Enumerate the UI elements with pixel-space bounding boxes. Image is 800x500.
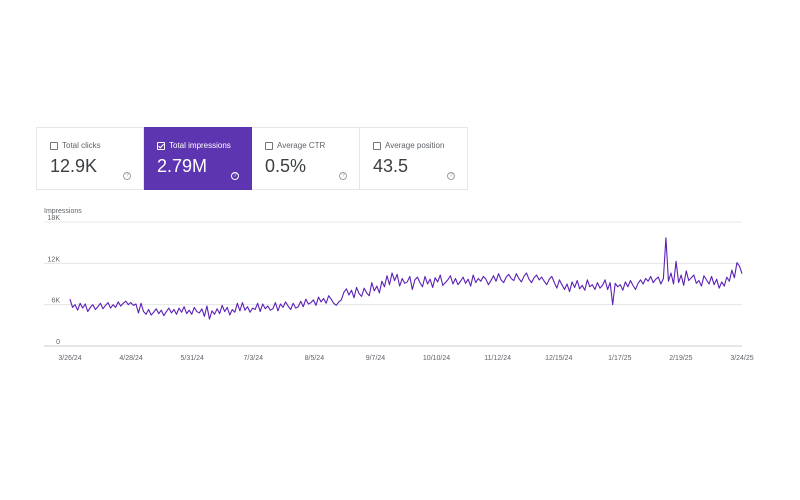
- metric-card-average-ctr[interactable]: Average CTR 0.5% ?: [252, 127, 360, 190]
- metric-cards: Total clicks 12.9K ? Total impressions 2…: [36, 127, 468, 190]
- checkbox-icon[interactable]: [265, 142, 273, 150]
- metric-label: Average CTR: [277, 141, 326, 150]
- metric-label: Average position: [385, 141, 445, 150]
- metric-label: Total impressions: [169, 141, 231, 150]
- y-tick-label: 18K: [48, 215, 61, 222]
- x-tick-label: 2/19/25: [669, 355, 692, 362]
- metric-card-total-impressions[interactable]: Total impressions 2.79M ?: [144, 127, 252, 190]
- metric-value: 0.5%: [265, 156, 307, 176]
- metric-value: 12.9K: [50, 156, 98, 176]
- chart-grid: [44, 221, 742, 347]
- checkbox-icon[interactable]: [373, 142, 381, 150]
- x-tick-label: 10/10/24: [423, 355, 450, 362]
- y-tick-label: 12K: [48, 256, 61, 263]
- x-tick-label: 7/3/24: [244, 355, 264, 362]
- y-axis-label: Impressions: [44, 208, 82, 215]
- help-icon[interactable]: ?: [231, 172, 239, 180]
- help-icon[interactable]: ?: [339, 172, 347, 180]
- x-tick-label: 1/17/25: [608, 355, 631, 362]
- x-tick-labels: 3/26/24 4/28/24 5/31/24 7/3/24 8/5/24 9/7/24 1…: [58, 355, 753, 362]
- x-tick-label: 4/28/24: [119, 355, 142, 362]
- impressions-series-line: [69, 237, 743, 320]
- metric-value: 43.5: [373, 156, 409, 176]
- y-tick-labels: 0 6K 12K 18K: [48, 215, 61, 346]
- x-tick-label: 12/15/24: [545, 355, 572, 362]
- metric-card-total-clicks[interactable]: Total clicks 12.9K ?: [36, 127, 144, 190]
- x-tick-label: 11/12/24: [484, 355, 511, 362]
- x-tick-label: 3/26/24: [58, 355, 81, 362]
- x-tick-label: 8/5/24: [305, 355, 325, 362]
- x-tick-label: 3/24/25: [730, 355, 753, 362]
- checkbox-checked-icon[interactable]: [157, 142, 165, 150]
- help-icon[interactable]: ?: [123, 172, 131, 180]
- metric-value: 2.79M: [157, 156, 208, 176]
- help-icon[interactable]: ?: [447, 172, 455, 180]
- y-tick-label: 6K: [51, 298, 60, 305]
- metric-label: Total clicks: [62, 141, 101, 150]
- checkbox-icon[interactable]: [50, 142, 58, 150]
- metric-card-average-position[interactable]: Average position 43.5 ?: [360, 127, 468, 190]
- y-tick-label: 0: [56, 339, 60, 346]
- x-tick-label: 9/7/24: [366, 355, 386, 362]
- x-tick-label: 5/31/24: [181, 355, 204, 362]
